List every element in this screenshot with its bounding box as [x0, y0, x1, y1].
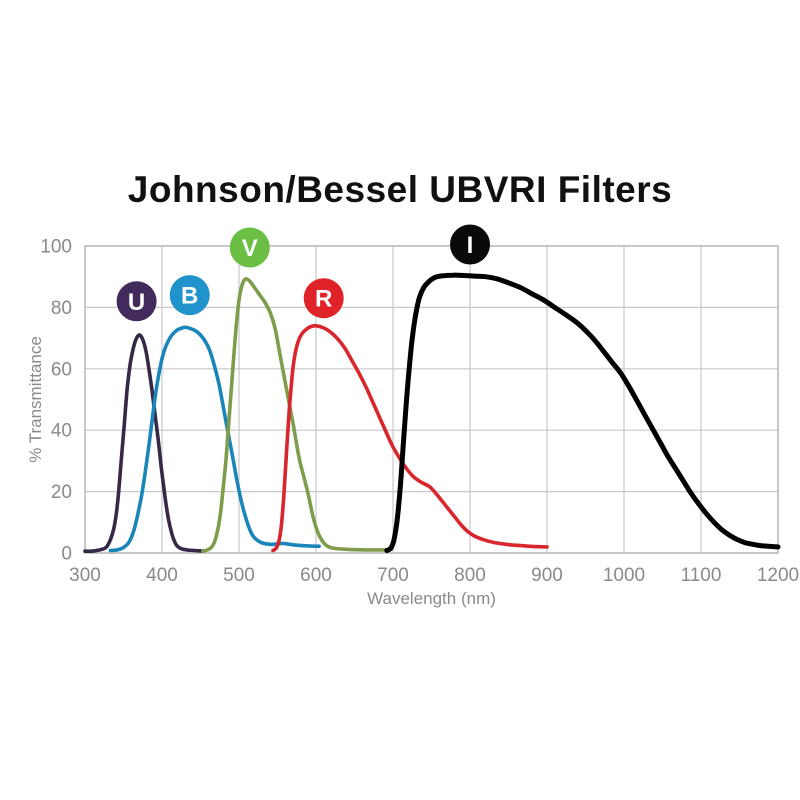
y-tick-label: 80: [51, 298, 72, 319]
y-tick-label: 100: [40, 237, 72, 258]
filter-curve-U: [83, 333, 204, 554]
x-tick-label: 1200: [757, 565, 799, 586]
chart-title: Johnson/Bessel UBVRI Filters: [127, 169, 673, 210]
x-tick-label: 500: [223, 565, 255, 586]
x-tick-label: 1100: [681, 565, 722, 586]
filter-badge-letter-V: V: [242, 235, 258, 262]
x-tick-label: 800: [454, 565, 486, 586]
x-tick-label: 900: [531, 565, 563, 586]
filter-badge-U: [116, 281, 157, 322]
filter-curve-B: [108, 325, 321, 553]
filter-curve-V: [201, 276, 391, 553]
x-tick-label: 1000: [603, 565, 645, 586]
x-tick-label: 400: [146, 565, 178, 586]
y-tick-label: 0: [61, 544, 72, 565]
x-tick-label: 300: [69, 565, 101, 586]
x-tick-label: 700: [377, 565, 409, 586]
filter-badge-letter-R: R: [315, 286, 332, 313]
filter-badge-letter-B: B: [181, 283, 198, 310]
filter-badge-B: [169, 275, 210, 316]
filter-badge-R: [303, 278, 344, 319]
filter-badge-letter-I: I: [467, 232, 474, 259]
filter-badge-letter-U: U: [128, 289, 145, 316]
filter-badge-I: [450, 224, 490, 265]
filter-curve-R: [271, 323, 549, 553]
x-tick-label: 600: [300, 565, 332, 586]
y-tick-label: 40: [51, 421, 72, 442]
filter-curve-I: [384, 272, 781, 553]
x-axis-label: Wavelength (nm): [367, 589, 496, 608]
y-tick-label: 60: [51, 359, 72, 380]
plot-border: [84, 245, 779, 554]
filter-badge-V: [229, 227, 270, 268]
y-axis-label: % Transmittance: [26, 336, 45, 463]
y-tick-label: 20: [51, 482, 72, 503]
